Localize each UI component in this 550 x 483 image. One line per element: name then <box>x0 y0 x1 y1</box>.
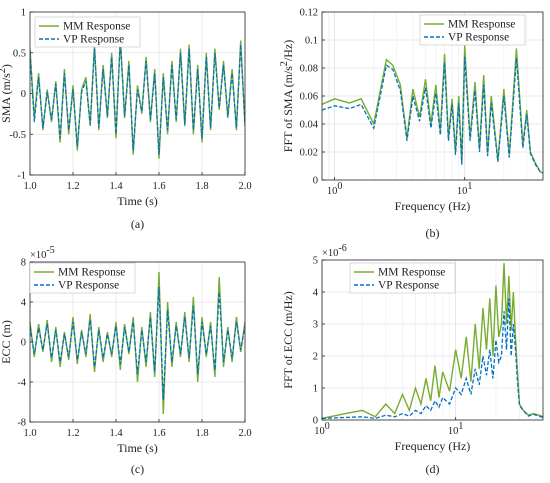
y-tick-label: 0.5 <box>13 48 26 59</box>
panel-caption: (a) <box>131 217 144 231</box>
y-axis-label: FFT of ECC (m/Hz) <box>281 291 295 388</box>
panel-caption: (c) <box>131 462 144 476</box>
x-tick-label: 1.8 <box>195 428 208 439</box>
y-tick-label: 3 <box>313 320 318 331</box>
y-tick-label: 0 <box>313 176 318 187</box>
x-tick-label: 1.2 <box>66 428 79 439</box>
y-tick-label: -0.5 <box>9 130 26 141</box>
x-axis-label: Time (s) <box>117 441 158 455</box>
y-axis-multiplier: ×10-5 <box>30 245 55 261</box>
legend-label-mm: MM Response <box>378 267 445 279</box>
series-line-vp <box>322 298 543 420</box>
x-tick-label: 1.6 <box>152 181 165 192</box>
y-tick-label: 0.04 <box>300 120 319 131</box>
series-line-vp <box>30 286 245 401</box>
x-tick-label: 1.0 <box>23 181 36 192</box>
y-tick-label: 2 <box>313 352 318 363</box>
x-tick-label: 1.6 <box>152 428 165 439</box>
x-tick-label: 2.0 <box>238 428 251 439</box>
legend-label-vp: VP Response <box>378 280 439 292</box>
chart-panel-c: 8 4 0 -4 -81.0 1.2 1.4 1.6 1.8 2.0 Time (s) ECC (m)… <box>0 245 252 476</box>
legend-box <box>349 262 456 294</box>
y-tick-label: 0 <box>21 338 26 349</box>
y-tick-label: 0 <box>21 89 26 100</box>
series-line-mm <box>322 263 543 420</box>
series-line-mm <box>322 45 543 174</box>
legend-box <box>34 16 141 48</box>
x-axis-label: Frequency (Hz) <box>395 439 471 453</box>
x-axis-label: Time (s) <box>117 194 158 208</box>
x-axis-label: Frequency (Hz) <box>395 199 471 213</box>
y-axis-label: FFT of SMA (m/s2/Hz) <box>279 40 295 152</box>
x-tick-label: 1.4 <box>109 428 123 439</box>
legend-box <box>419 14 526 46</box>
chart-panel-b: 0.12 0.1 0.08 0.06 0.04 0.02 0 100 101 Frequency … <box>279 8 544 240</box>
legend-label-mm: MM Response <box>448 19 515 31</box>
y-tick-label: 1 <box>21 8 26 19</box>
y-tick-label: -8 <box>17 418 26 429</box>
x-tick-label: 100 <box>327 181 343 197</box>
panel-caption: (b) <box>426 226 440 240</box>
chart-panel-a: 1 0.5 0 -0.5 -11.0 1.2 1.4 1.6 1.8 2.0 Time (s) SMA… <box>0 8 252 232</box>
y-tick-label: -1 <box>17 171 26 182</box>
x-tick-label: 101 <box>448 421 464 437</box>
legend-label-vp: VP Response <box>58 280 119 292</box>
y-tick-label: 0.12 <box>300 8 318 19</box>
legend-box <box>29 262 136 294</box>
y-tick-label: -4 <box>17 378 26 389</box>
y-tick-label: 5 <box>313 256 318 267</box>
y-axis-label: ECC (m) <box>0 320 13 364</box>
y-tick-label: 0.08 <box>300 64 318 75</box>
x-tick-label: 1.4 <box>109 181 123 192</box>
series-line-vp <box>322 56 543 174</box>
y-tick-label: 0.02 <box>300 148 318 159</box>
y-tick-label: 0.06 <box>300 92 318 103</box>
x-tick-label: 101 <box>457 181 473 197</box>
legend-label-vp: VP Response <box>63 34 124 46</box>
y-tick-label: 4 <box>313 288 319 299</box>
y-tick-label: 1 <box>313 384 318 395</box>
legend-label-mm: MM Response <box>58 267 125 279</box>
x-tick-label: 1.0 <box>23 428 36 439</box>
series-line-vp <box>30 40 245 155</box>
x-tick-label: 1.2 <box>66 181 79 192</box>
y-axis-label: SMA (m/s2) <box>0 64 13 123</box>
y-tick-label: 8 <box>21 258 26 269</box>
x-tick-label: 2.0 <box>238 181 251 192</box>
legend-label-vp: VP Response <box>448 32 509 44</box>
y-tick-label: 0.1 <box>305 36 318 47</box>
y-tick-label: 0 <box>313 416 318 427</box>
legend-label-mm: MM Response <box>63 21 130 33</box>
axes-frame <box>321 259 544 421</box>
x-tick-label: 1.8 <box>195 181 208 192</box>
panel-caption: (d) <box>426 462 440 476</box>
y-tick-label: 4 <box>21 298 27 309</box>
y-axis-multiplier: ×10-6 <box>322 243 347 259</box>
